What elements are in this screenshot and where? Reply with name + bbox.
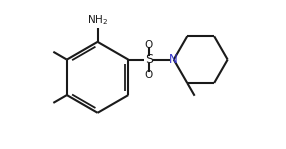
Text: O: O [145,39,153,50]
Text: S: S [145,53,153,66]
Text: O: O [145,70,153,80]
Text: NH$_2$: NH$_2$ [87,13,108,27]
Text: N: N [169,53,178,66]
